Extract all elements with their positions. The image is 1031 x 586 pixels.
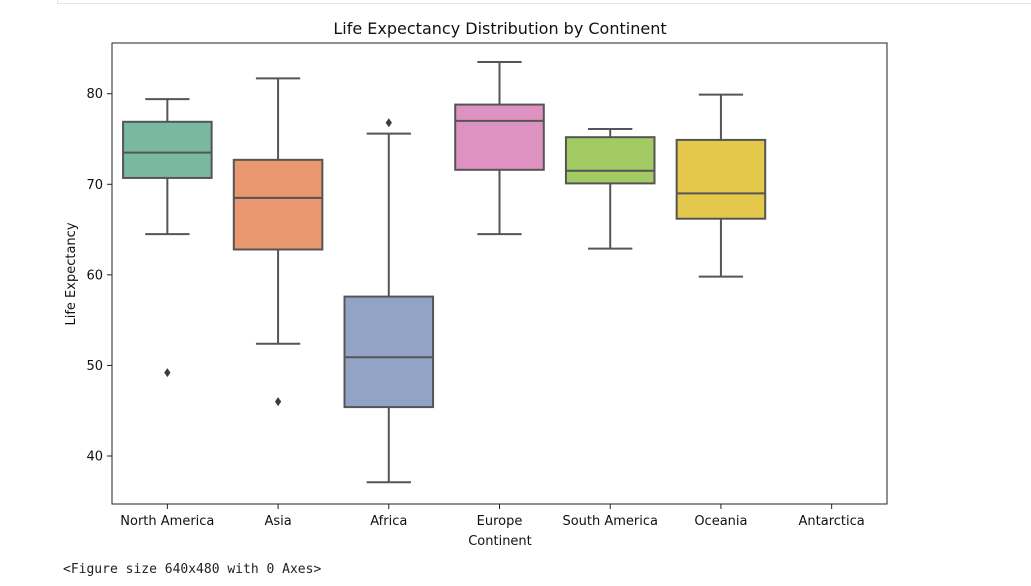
x-tick-label: Antarctica <box>799 514 865 529</box>
y-tick-label: 60 <box>86 268 103 283</box>
outlier-point <box>385 118 392 128</box>
x-tick-label: North America <box>120 514 214 529</box>
plot-area: 40 50 60 70 80 North America Asia Africa Europe S… <box>86 42 888 529</box>
y-tick-label: 40 <box>86 449 103 464</box>
outlier-point <box>164 368 171 378</box>
notebook-cell-border <box>57 0 1031 4</box>
box <box>675 138 767 220</box>
outlier-point <box>274 397 282 407</box>
figure-size-output: <Figure size 640x480 with 0 Axes> <box>63 562 322 577</box>
y-tick-label: 50 <box>86 359 103 374</box>
x-tick-label: Asia <box>264 514 291 529</box>
box <box>343 295 435 409</box>
x-tick-label: South America <box>562 514 658 529</box>
x-tick-label: Africa <box>370 514 407 529</box>
x-tick-label: Oceania <box>694 514 747 529</box>
box <box>122 120 213 179</box>
y-tick-label: 70 <box>86 178 103 193</box>
x-axis-label: Continent <box>468 534 532 549</box>
y-tick-label: 80 <box>86 87 103 102</box>
chart-title: Life Expectancy Distribution by Continen… <box>333 19 666 38</box>
y-axis-label: Life Expectancy <box>64 222 79 325</box>
box <box>564 136 656 185</box>
x-tick-label: Europe <box>477 514 523 529</box>
box <box>232 158 324 251</box>
box <box>454 103 545 171</box>
